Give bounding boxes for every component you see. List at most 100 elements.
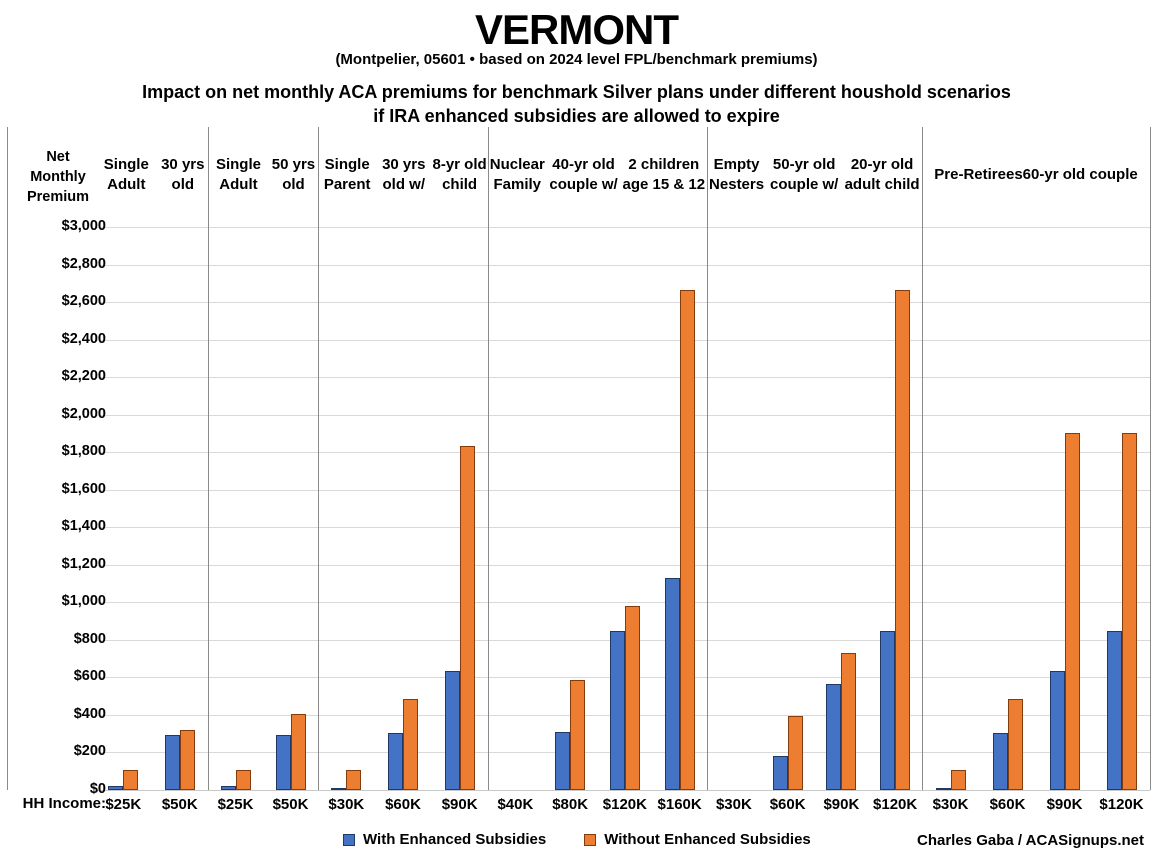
gridline bbox=[95, 302, 1150, 304]
panel-divider bbox=[707, 127, 708, 790]
bar-without-enhanced-subsidies bbox=[1007, 698, 1023, 790]
income-label: $90K bbox=[441, 796, 478, 813]
chart-heading: Impact on net monthly ACA premiums for b… bbox=[0, 80, 1153, 128]
bar-with-enhanced-subsidies bbox=[609, 631, 625, 790]
y-tick-label: $2,400 bbox=[61, 330, 106, 347]
y-tick-label: $2,000 bbox=[61, 405, 106, 422]
y-tick-label: $1,800 bbox=[61, 443, 106, 460]
income-label: $30K bbox=[328, 796, 365, 813]
panel-divider bbox=[7, 127, 8, 790]
bar-without-enhanced-subsidies bbox=[679, 289, 695, 790]
y-tick-label: $0 bbox=[89, 781, 106, 797]
y-tick-label: $2,600 bbox=[61, 293, 106, 310]
y-tick-label: $2,200 bbox=[61, 368, 106, 385]
bar-without-enhanced-subsidies bbox=[895, 289, 911, 790]
bar-without-enhanced-subsidies bbox=[179, 729, 195, 790]
y-tick-label: $1,200 bbox=[61, 555, 106, 572]
income-label: $60K bbox=[385, 796, 421, 813]
panel-header: Single Adult 30 yrs old bbox=[103, 156, 205, 193]
x-axis-line bbox=[95, 790, 1150, 791]
chart-heading-line2: if IRA enhanced subsidies are allowed to… bbox=[373, 106, 780, 126]
income-label: $80K bbox=[552, 796, 589, 813]
gridline bbox=[95, 602, 1150, 604]
bar-without-enhanced-subsidies bbox=[950, 770, 966, 790]
bar-with-enhanced-subsidies bbox=[772, 756, 788, 790]
income-label: $120K bbox=[873, 796, 918, 813]
legend-item-with-enhanced: With Enhanced Subsidies bbox=[343, 831, 546, 848]
y-axis-title: Net Monthly Premium bbox=[26, 149, 90, 205]
panel-header: Single Adult 50 yrs old bbox=[215, 156, 316, 193]
gridline bbox=[95, 527, 1150, 529]
y-tick-label: $2,800 bbox=[61, 255, 106, 272]
income-label: $30K bbox=[715, 796, 752, 813]
chart-heading-line1: Impact on net monthly ACA premiums for b… bbox=[142, 82, 1011, 102]
bar-without-enhanced-subsidies bbox=[403, 698, 418, 790]
y-tick-label: $1,400 bbox=[61, 518, 106, 535]
income-label: $25K bbox=[105, 796, 142, 813]
y-tick-label: $3,000 bbox=[61, 218, 106, 234]
bar-with-enhanced-subsidies bbox=[1049, 670, 1065, 790]
panel-header: Nuclear Family 40-yr old couple w/2 child… bbox=[489, 156, 706, 193]
bar-without-enhanced-subsidies bbox=[290, 713, 306, 790]
bar-with-enhanced-subsidies bbox=[331, 788, 347, 790]
income-label: $160K bbox=[657, 796, 702, 813]
bar-with-enhanced-subsidies bbox=[164, 734, 180, 790]
y-tick-label: $200 bbox=[73, 743, 106, 760]
panel-header: Single Parent 30 yrs old w/8-yr old child bbox=[323, 156, 487, 193]
panel-header: Pre-Retirees 60-yr old couple bbox=[934, 166, 1138, 183]
legend-label-without-enhanced: Without Enhanced Subsidies bbox=[604, 831, 811, 848]
income-label: $120K bbox=[602, 796, 647, 813]
y-tick-label: $800 bbox=[73, 630, 106, 647]
income-label: $30K bbox=[932, 796, 969, 813]
gridline bbox=[95, 227, 1150, 228]
panel-header: Empty Nesters 50-yr old couple w/20-yr ol… bbox=[709, 156, 920, 193]
bar-with-enhanced-subsidies bbox=[826, 683, 842, 790]
legend: With Enhanced Subsidies Without Enhanced… bbox=[343, 831, 811, 848]
bar-without-enhanced-subsidies bbox=[841, 653, 857, 790]
income-label: $40K bbox=[497, 796, 534, 813]
y-tick-label: $400 bbox=[73, 705, 106, 722]
y-tick-label: $1,600 bbox=[61, 480, 106, 497]
bar-with-enhanced-subsidies bbox=[220, 786, 236, 790]
bar-with-enhanced-subsidies bbox=[444, 670, 460, 790]
bar-with-enhanced-subsidies bbox=[1106, 631, 1122, 790]
gridline bbox=[95, 414, 1150, 416]
bar-with-enhanced-subsidies bbox=[388, 732, 403, 790]
income-label: $90K bbox=[823, 796, 860, 813]
panel-divider bbox=[1150, 127, 1151, 790]
income-label: $60K bbox=[989, 796, 1026, 813]
legend-swatch-with-enhanced-icon bbox=[343, 833, 355, 846]
panel-divider bbox=[488, 127, 489, 790]
income-label: $90K bbox=[1046, 796, 1083, 813]
chart-subtitle: (Montpelier, 05601 • based on 2024 level… bbox=[335, 51, 818, 68]
bar-without-enhanced-subsidies bbox=[346, 770, 362, 790]
bar-without-enhanced-subsidies bbox=[235, 770, 251, 790]
chart-title: VERMONT bbox=[475, 6, 679, 53]
y-tick-label: $1,000 bbox=[61, 593, 106, 610]
legend-label-with-enhanced: With Enhanced Subsidies bbox=[363, 831, 547, 848]
bar-without-enhanced-subsidies bbox=[459, 445, 475, 790]
income-label: $120K bbox=[1099, 796, 1144, 813]
bar-with-enhanced-subsidies bbox=[992, 732, 1008, 790]
legend-swatch-without-enhanced-icon bbox=[584, 833, 597, 846]
gridline bbox=[95, 377, 1150, 379]
panel-divider bbox=[318, 127, 319, 790]
bar-with-enhanced-subsidies bbox=[275, 734, 291, 790]
bar-without-enhanced-subsidies bbox=[123, 770, 139, 790]
gridline bbox=[95, 452, 1150, 454]
bar-with-enhanced-subsidies bbox=[880, 631, 896, 790]
panel-divider bbox=[922, 127, 923, 790]
bar-with-enhanced-subsidies bbox=[664, 577, 680, 790]
bar-with-enhanced-subsidies bbox=[555, 731, 571, 790]
bar-without-enhanced-subsidies bbox=[1121, 433, 1137, 790]
gridline bbox=[95, 264, 1150, 266]
credit-attribution: Charles Gaba / ACASignups.net bbox=[917, 832, 1144, 849]
x-axis-label: HH Income: bbox=[22, 795, 106, 812]
bar-without-enhanced-subsidies bbox=[624, 606, 640, 790]
gridline bbox=[95, 489, 1150, 491]
bar-without-enhanced-subsidies bbox=[787, 715, 803, 790]
bar-without-enhanced-subsidies bbox=[1064, 433, 1080, 790]
legend-item-without-enhanced: Without Enhanced Subsidies bbox=[584, 831, 811, 848]
gridline bbox=[95, 564, 1150, 566]
